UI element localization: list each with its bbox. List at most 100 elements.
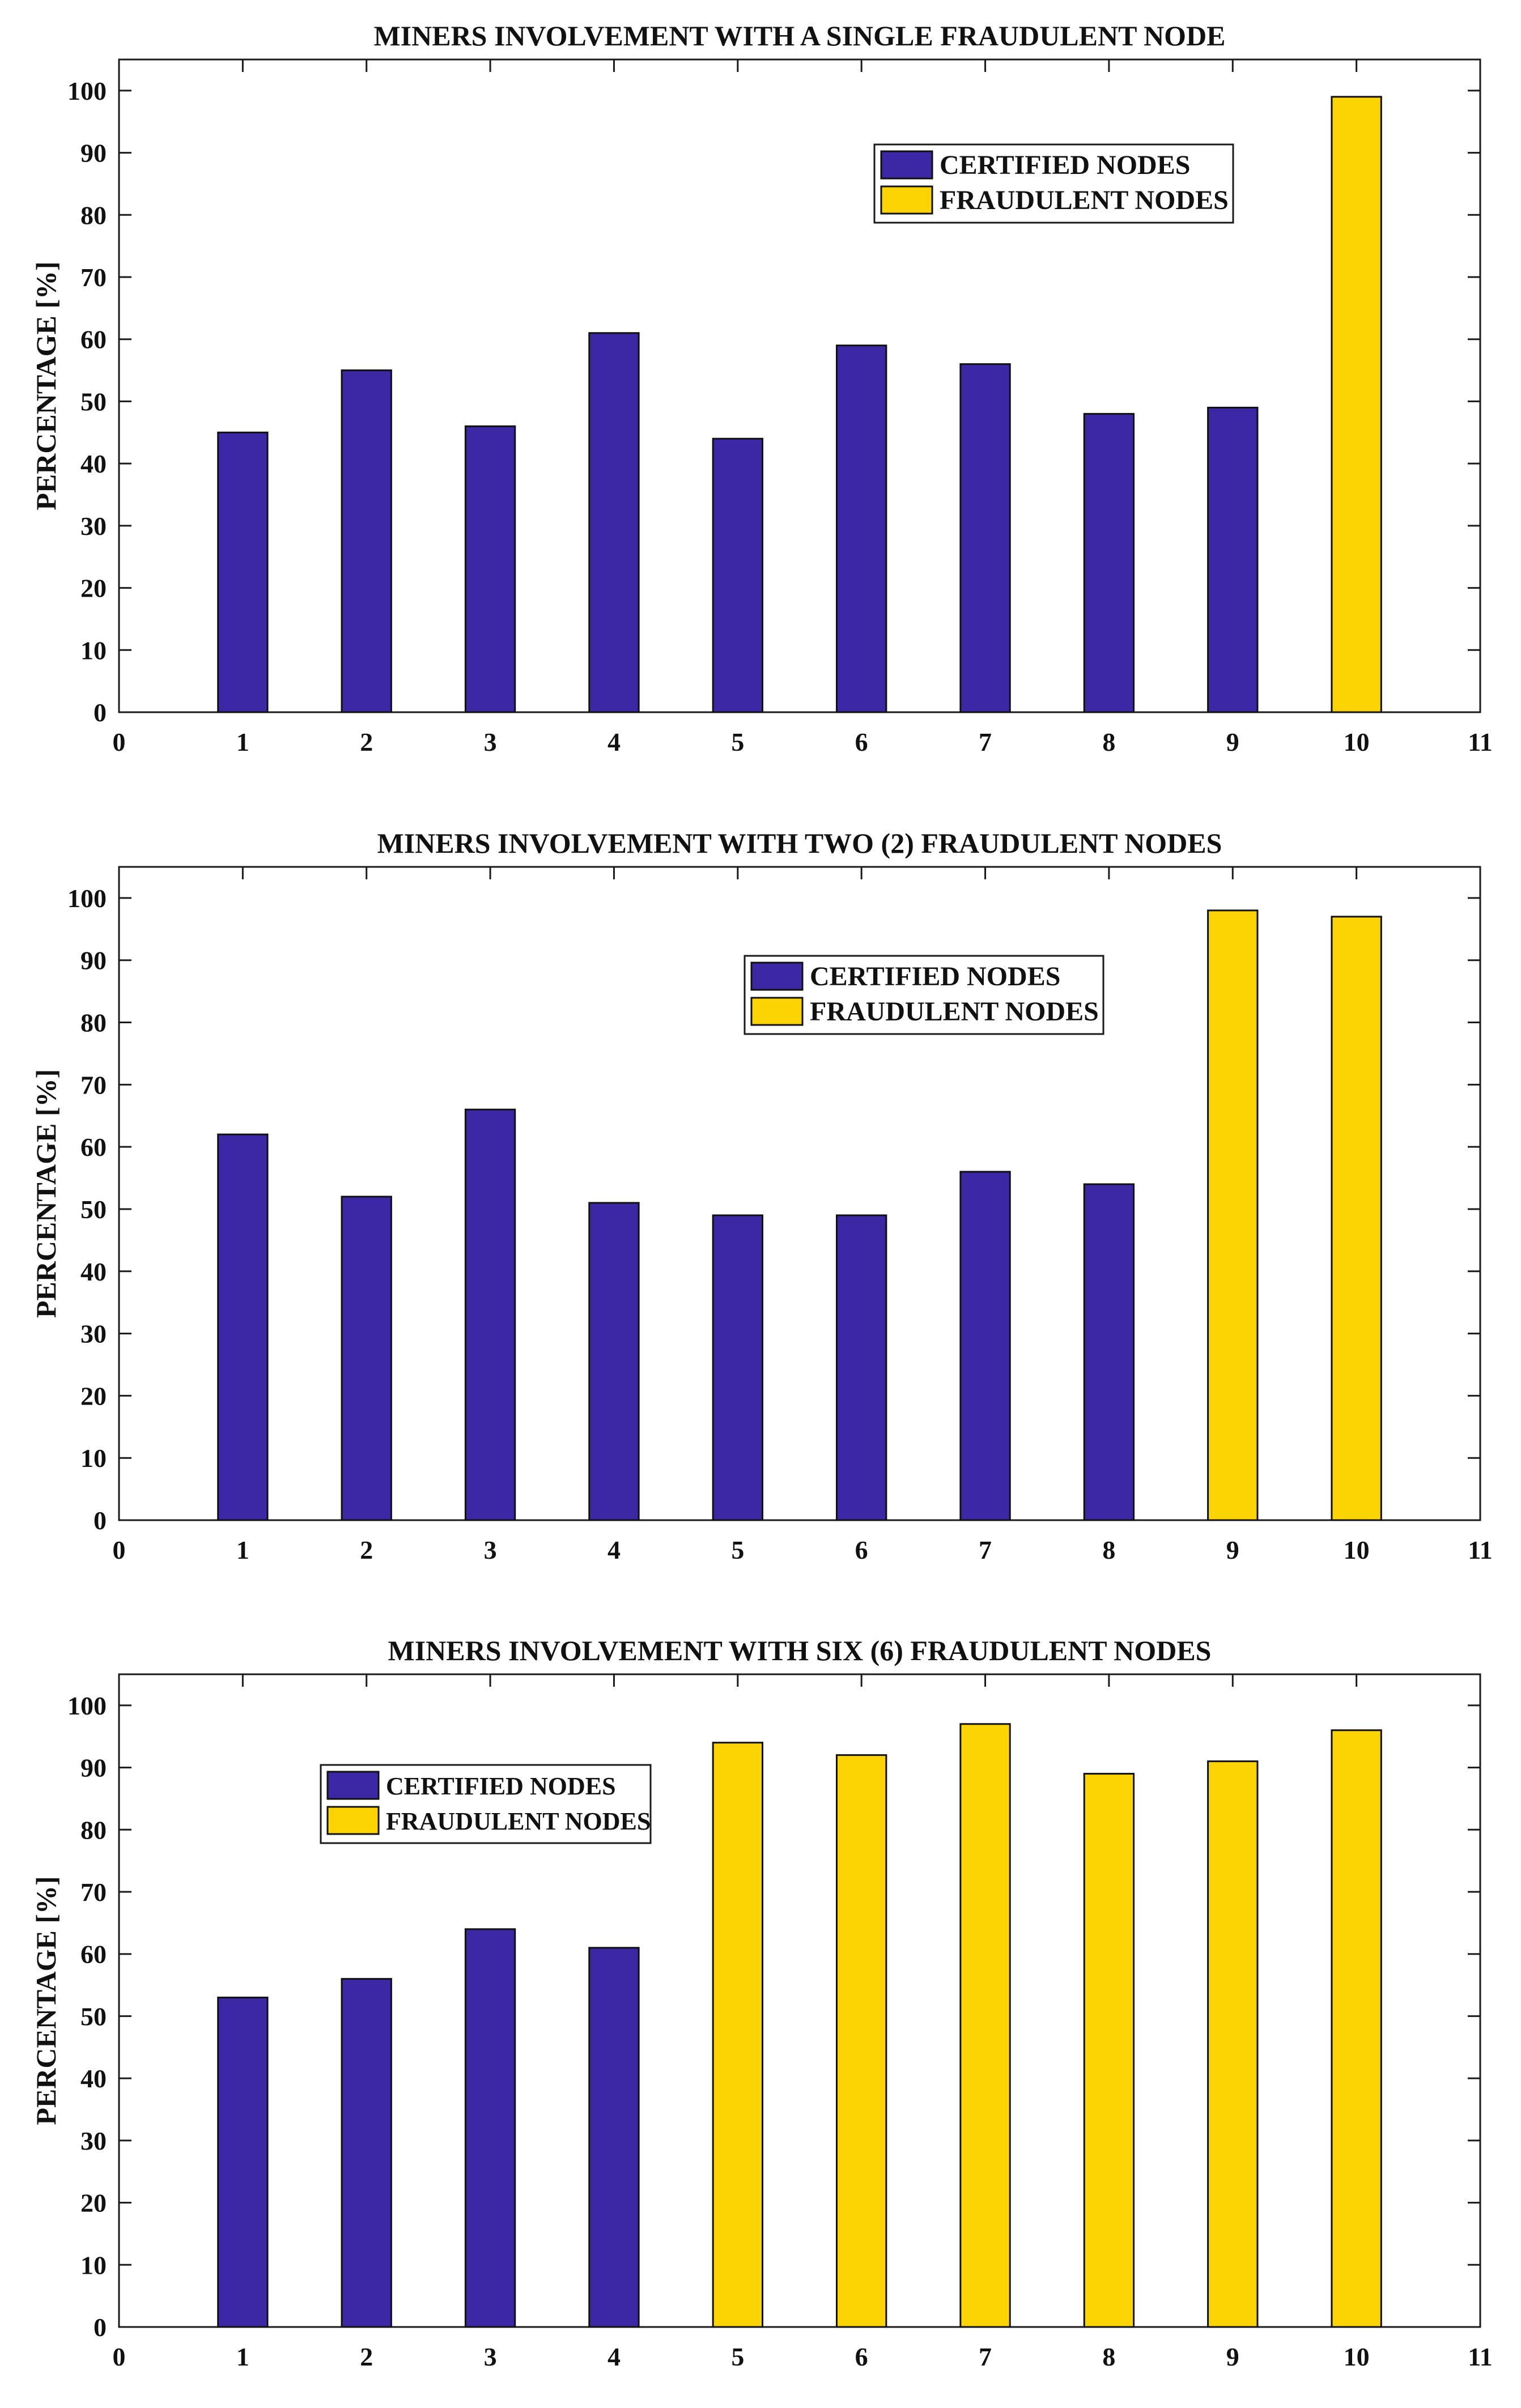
fraudulent-bar-9 <box>1207 1760 1259 2328</box>
x-tick-label: 8 <box>1102 1535 1115 1564</box>
x-tick-label: 4 <box>607 727 621 756</box>
legend-box <box>743 955 1104 1035</box>
legend-swatch-fraudulent <box>880 185 933 215</box>
legend-label-fraudulent: FRAUDULENT NODES <box>810 997 1099 1027</box>
x-tick-label: 3 <box>484 727 497 756</box>
legend-swatch-certified <box>880 150 933 180</box>
x-tick-label: 0 <box>113 727 126 756</box>
certified-bar-3 <box>464 1928 516 2328</box>
y-tick-label: 70 <box>80 263 107 292</box>
y-tick-label: 50 <box>80 2002 107 2031</box>
x-tick-label: 5 <box>731 1535 744 1564</box>
y-tick-label: 10 <box>80 636 107 665</box>
chart-panel-2: MINERS INVOLVEMENT WITH TWO (2) FRAUDULE… <box>30 827 1493 1564</box>
chart-panel-1: MINERS INVOLVEMENT WITH A SINGLE FRAUDUL… <box>30 20 1493 756</box>
y-axis-label: PERCENTAGE [%] <box>30 261 62 510</box>
y-tick-label: 100 <box>67 1691 107 1720</box>
y-tick-label: 30 <box>80 1320 107 1348</box>
x-tick-label: 3 <box>484 2342 497 2371</box>
x-tick-label: 8 <box>1102 727 1115 756</box>
chart-title: MINERS INVOLVEMENT WITH SIX (6) FRAUDULE… <box>388 1635 1212 1666</box>
legend-label-certified: CERTIFIED NODES <box>386 1772 616 1800</box>
y-tick-label: 30 <box>80 512 107 541</box>
x-tick-label: 2 <box>360 727 373 756</box>
y-tick-label: 60 <box>80 1940 107 1969</box>
legend-label-certified: CERTIFIED NODES <box>940 150 1190 180</box>
y-tick-label: 40 <box>80 2064 107 2093</box>
certified-bar-3 <box>464 425 516 713</box>
x-tick-label: 9 <box>1226 2342 1239 2371</box>
y-tick-label: 20 <box>80 1381 107 1410</box>
y-tick-label: 0 <box>94 698 107 727</box>
certified-bar-3 <box>464 1108 516 1521</box>
x-tick-label: 7 <box>979 727 992 756</box>
certified-bar-2 <box>341 1978 392 2328</box>
y-tick-label: 80 <box>80 1815 107 1844</box>
x-tick-label: 10 <box>1344 727 1370 756</box>
certified-bar-8 <box>1083 1183 1135 1521</box>
certified-bar-7 <box>959 363 1011 713</box>
x-tick-label: 0 <box>113 2342 126 2371</box>
legend: CERTIFIED NODES FRAUDULENT NODES <box>873 143 1234 224</box>
certified-bar-4 <box>588 1202 640 1521</box>
y-tick-label: 90 <box>80 139 107 168</box>
plot-area-frame <box>118 58 1481 713</box>
x-tick-label: 6 <box>855 2342 868 2371</box>
fraudulent-bar-10 <box>1331 916 1382 1521</box>
y-tick-label: 30 <box>80 2126 107 2155</box>
x-tick-label: 7 <box>979 1535 992 1564</box>
fraudulent-bar-8 <box>1083 1773 1135 2328</box>
certified-bar-2 <box>341 1196 392 1521</box>
y-axis-label: PERCENTAGE [%] <box>30 1876 62 2125</box>
y-tick-label: 70 <box>80 1878 107 1907</box>
y-tick-label: 0 <box>94 2313 107 2342</box>
y-tick-label: 50 <box>80 1195 107 1224</box>
x-tick-label: 4 <box>607 2342 621 2371</box>
x-tick-label: 2 <box>360 1535 373 1564</box>
certified-bar-2 <box>341 369 392 713</box>
certified-bar-8 <box>1083 412 1135 713</box>
fraudulent-bar-9 <box>1207 909 1259 1521</box>
x-tick-label: 7 <box>979 2342 992 2371</box>
y-axis-label: PERCENTAGE [%] <box>30 1069 62 1318</box>
y-tick-label: 20 <box>80 2189 107 2218</box>
y-tick-label: 100 <box>67 76 107 105</box>
x-tick-label: 11 <box>1468 727 1492 756</box>
y-tick-label: 90 <box>80 946 107 975</box>
chart-title: MINERS INVOLVEMENT WITH TWO (2) FRAUDULE… <box>377 827 1222 859</box>
x-tick-label: 10 <box>1344 1535 1370 1564</box>
legend-label-certified: CERTIFIED NODES <box>810 962 1060 992</box>
y-tick-label: 100 <box>67 884 107 913</box>
x-tick-label: 11 <box>1468 1535 1492 1564</box>
y-tick-label: 40 <box>80 1257 107 1286</box>
x-tick-label: 5 <box>731 2342 744 2371</box>
legend-swatch-fraudulent <box>750 997 804 1026</box>
x-tick-label: 2 <box>360 2342 373 2371</box>
certified-bar-5 <box>712 1214 763 1521</box>
y-tick-label: 20 <box>80 574 107 603</box>
y-tick-label: 90 <box>80 1754 107 1782</box>
certified-bar-7 <box>959 1171 1011 1521</box>
fraudulent-bar-10 <box>1331 96 1382 713</box>
legend-swatch-certified <box>326 1771 380 1800</box>
legend-label-fraudulent: FRAUDULENT NODES <box>940 185 1229 215</box>
y-tick-label: 50 <box>80 387 107 416</box>
certified-bar-5 <box>712 437 763 713</box>
certified-bar-9 <box>1207 406 1259 713</box>
fraudulent-bar-6 <box>836 1754 887 2328</box>
fraudulent-bar-5 <box>712 1742 763 2328</box>
y-tick-label: 10 <box>80 1444 107 1473</box>
x-tick-label: 4 <box>607 1535 621 1564</box>
certified-bar-6 <box>836 1214 887 1521</box>
x-tick-label: 5 <box>731 727 744 756</box>
x-tick-label: 1 <box>236 2342 249 2371</box>
x-tick-label: 9 <box>1226 1535 1239 1564</box>
x-tick-label: 1 <box>236 727 249 756</box>
chart-title: MINERS INVOLVEMENT WITH A SINGLE FRAUDUL… <box>373 20 1225 52</box>
x-tick-label: 6 <box>855 727 868 756</box>
x-tick-label: 11 <box>1468 2342 1492 2371</box>
x-tick-label: 1 <box>236 1535 249 1564</box>
x-tick-label: 6 <box>855 1535 868 1564</box>
legend-swatch-certified <box>750 962 804 991</box>
